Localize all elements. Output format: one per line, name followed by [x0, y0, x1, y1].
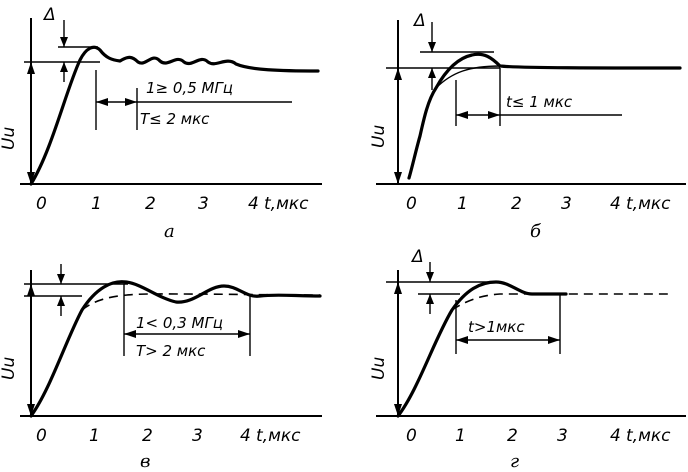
panel-caption: г [510, 451, 519, 472]
delta-label: Δ [42, 5, 56, 25]
tick-0: 0 [36, 426, 47, 446]
tick-2: 2 [142, 426, 153, 446]
tick-0: 0 [36, 194, 47, 214]
tick-2: 2 [511, 194, 522, 214]
panel-v: 1< 0,3 МГц T> 2 мкс Uu 0 1 2 3 4 t,мкс в [0, 264, 322, 472]
tick-3: 3 [557, 426, 568, 446]
response-curve [29, 45, 320, 186]
time-axis-label: t,мкс [626, 426, 671, 446]
panel-caption: б [530, 221, 542, 242]
panel-a: Δ Uu 1≥ 0,5 МГц T≤ 2 мкс 0 1 2 3 4 t,мкс… [0, 5, 322, 242]
tick-4: 4 [610, 426, 621, 446]
delta-label: Δ [412, 11, 426, 31]
envelope-curve [451, 293, 668, 311]
u-axis-label: Uu [0, 357, 19, 380]
settle-annotation: t≤ 1 мкс [506, 93, 573, 111]
tick-1: 1 [455, 426, 466, 446]
period-annotation: T> 2 мкс [136, 342, 206, 360]
tick-3: 3 [192, 426, 203, 446]
u-axis-label: Uu [369, 357, 389, 380]
envelope-curve [81, 293, 321, 311]
period-annotation: T≤ 2 мкс [140, 110, 210, 128]
settle-annotation: t>1мкс [468, 318, 525, 336]
panel-caption: в [140, 451, 150, 472]
panel-b: Δ Uu t≤ 1 мкс 0 1 2 3 4 t,мкс б [369, 11, 686, 242]
time-axis-label: t,мкс [264, 194, 309, 214]
tick-3: 3 [561, 194, 572, 214]
u-axis-label: Uu [0, 127, 19, 150]
panel-g: Δ t>1мкс Uu 0 1 2 3 4 t,мкс г [369, 247, 686, 472]
tick-4: 4 [248, 194, 259, 214]
tick-1: 1 [89, 426, 100, 446]
frequency-annotation: 1≥ 0,5 МГц [146, 79, 233, 97]
response-curve [29, 280, 322, 418]
frequency-annotation: 1< 0,3 МГц [136, 314, 223, 332]
envelope-curve [435, 65, 501, 89]
tick-3: 3 [198, 194, 209, 214]
tick-2: 2 [145, 194, 156, 214]
delta-label: Δ [410, 247, 424, 267]
response-curve [396, 280, 568, 418]
u-axis-label: Uu [369, 125, 389, 148]
tick-1: 1 [91, 194, 102, 214]
time-axis-label: t,мкс [256, 426, 301, 446]
tick-0: 0 [406, 426, 417, 446]
tick-0: 0 [406, 194, 417, 214]
tick-4: 4 [240, 426, 251, 446]
tick-2: 2 [507, 426, 518, 446]
tick-1: 1 [457, 194, 468, 214]
panel-caption: а [164, 221, 175, 242]
tick-4: 4 [610, 194, 621, 214]
response-curve [407, 52, 682, 180]
time-axis-label: t,мкс [626, 194, 671, 214]
